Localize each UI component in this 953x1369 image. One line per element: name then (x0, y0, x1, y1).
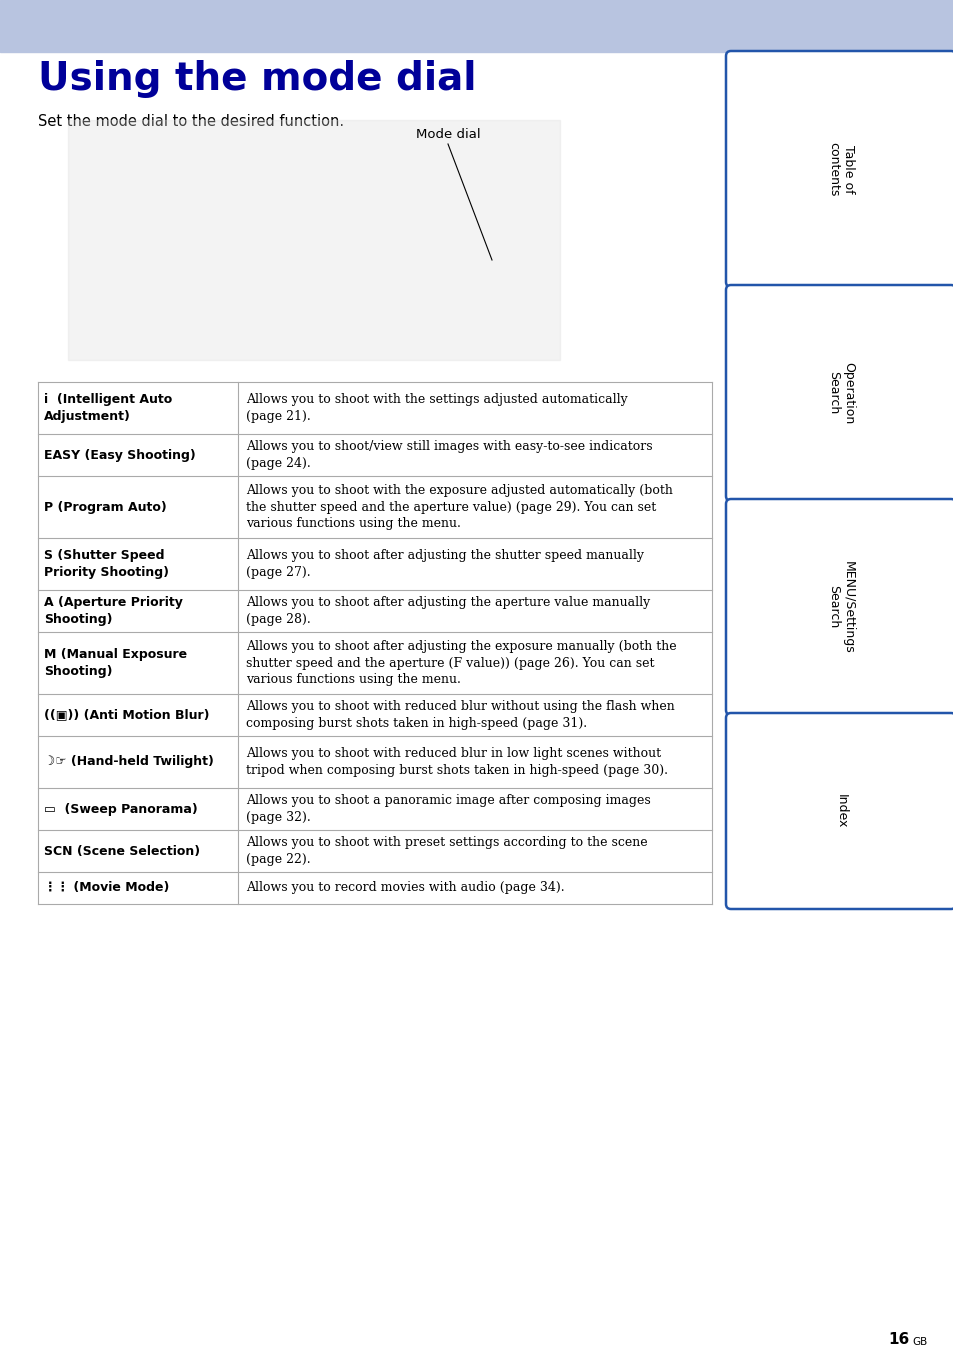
Bar (38, 830, 711, 872)
Text: Allows you to shoot after adjusting the aperture value manually
(page 28).: Allows you to shoot after adjusting the … (246, 597, 650, 626)
Text: Table of
contents: Table of contents (826, 142, 854, 196)
Text: ⋮⋮ (Movie Mode): ⋮⋮ (Movie Mode) (44, 882, 170, 894)
FancyBboxPatch shape (725, 713, 953, 909)
Text: A (Aperture Priority
Shooting): A (Aperture Priority Shooting) (44, 597, 183, 626)
Text: Allows you to shoot a panoramic image after composing images
(page 32).: Allows you to shoot a panoramic image af… (246, 794, 650, 824)
Text: Using the mode dial: Using the mode dial (38, 60, 476, 99)
Text: Set the mode dial to the desired function.: Set the mode dial to the desired functio… (38, 114, 344, 129)
Text: Allows you to shoot after adjusting the exposure manually (both the
shutter spee: Allows you to shoot after adjusting the … (246, 639, 676, 686)
Bar (38, 872, 711, 904)
Bar (38, 434, 711, 476)
FancyBboxPatch shape (725, 51, 953, 287)
Text: Allows you to shoot after adjusting the shutter speed manually
(page 27).: Allows you to shoot after adjusting the … (246, 549, 643, 579)
Text: Allows you to record movies with audio (page 34).: Allows you to record movies with audio (… (246, 882, 564, 894)
Text: MENU/Settings
Search: MENU/Settings Search (826, 561, 854, 653)
Text: Allows you to shoot with reduced blur without using the flash when
composing bur: Allows you to shoot with reduced blur wi… (246, 701, 674, 730)
Bar (38, 694, 711, 737)
Bar (38, 476, 711, 538)
Text: ▭  (Sweep Panorama): ▭ (Sweep Panorama) (44, 802, 197, 816)
Bar (38, 382, 711, 434)
Text: GB: GB (911, 1338, 926, 1347)
Text: i  (Intelligent Auto
Adjustment): i (Intelligent Auto Adjustment) (44, 393, 172, 423)
Text: Allows you to shoot with the settings adjusted automatically
(page 21).: Allows you to shoot with the settings ad… (246, 393, 627, 423)
Text: S (Shutter Speed
Priority Shooting): S (Shutter Speed Priority Shooting) (44, 549, 169, 579)
Bar (38, 590, 711, 632)
Text: ☽☞ (Hand-held Twilight): ☽☞ (Hand-held Twilight) (44, 756, 213, 768)
Text: Allows you to shoot with reduced blur in low light scenes without
tripod when co: Allows you to shoot with reduced blur in… (246, 747, 667, 776)
FancyBboxPatch shape (725, 285, 953, 501)
Bar (38, 538, 711, 590)
Bar (38, 789, 711, 830)
Text: Allows you to shoot/view still images with easy-to-see indicators
(page 24).: Allows you to shoot/view still images wi… (246, 441, 652, 470)
Text: P (Program Auto): P (Program Auto) (44, 501, 167, 513)
Text: M (Manual Exposure
Shooting): M (Manual Exposure Shooting) (44, 649, 187, 678)
Text: 16: 16 (888, 1332, 909, 1347)
Text: Mode dial: Mode dial (416, 127, 479, 141)
Text: Index: Index (834, 794, 846, 828)
Bar (38, 737, 711, 789)
Bar (0, 0, 953, 52)
Text: Allows you to shoot with the exposure adjusted automatically (both
the shutter s: Allows you to shoot with the exposure ad… (246, 485, 672, 530)
Text: SCN (Scene Selection): SCN (Scene Selection) (44, 845, 200, 857)
Text: Operation
Search: Operation Search (826, 361, 854, 424)
Text: EASY (Easy Shooting): EASY (Easy Shooting) (44, 449, 195, 461)
Text: ((▣)) (Anti Motion Blur): ((▣)) (Anti Motion Blur) (44, 709, 210, 721)
Bar (38, 632, 711, 694)
Bar (68, 120, 559, 360)
Text: Allows you to shoot with preset settings according to the scene
(page 22).: Allows you to shoot with preset settings… (246, 836, 647, 865)
FancyBboxPatch shape (725, 498, 953, 715)
